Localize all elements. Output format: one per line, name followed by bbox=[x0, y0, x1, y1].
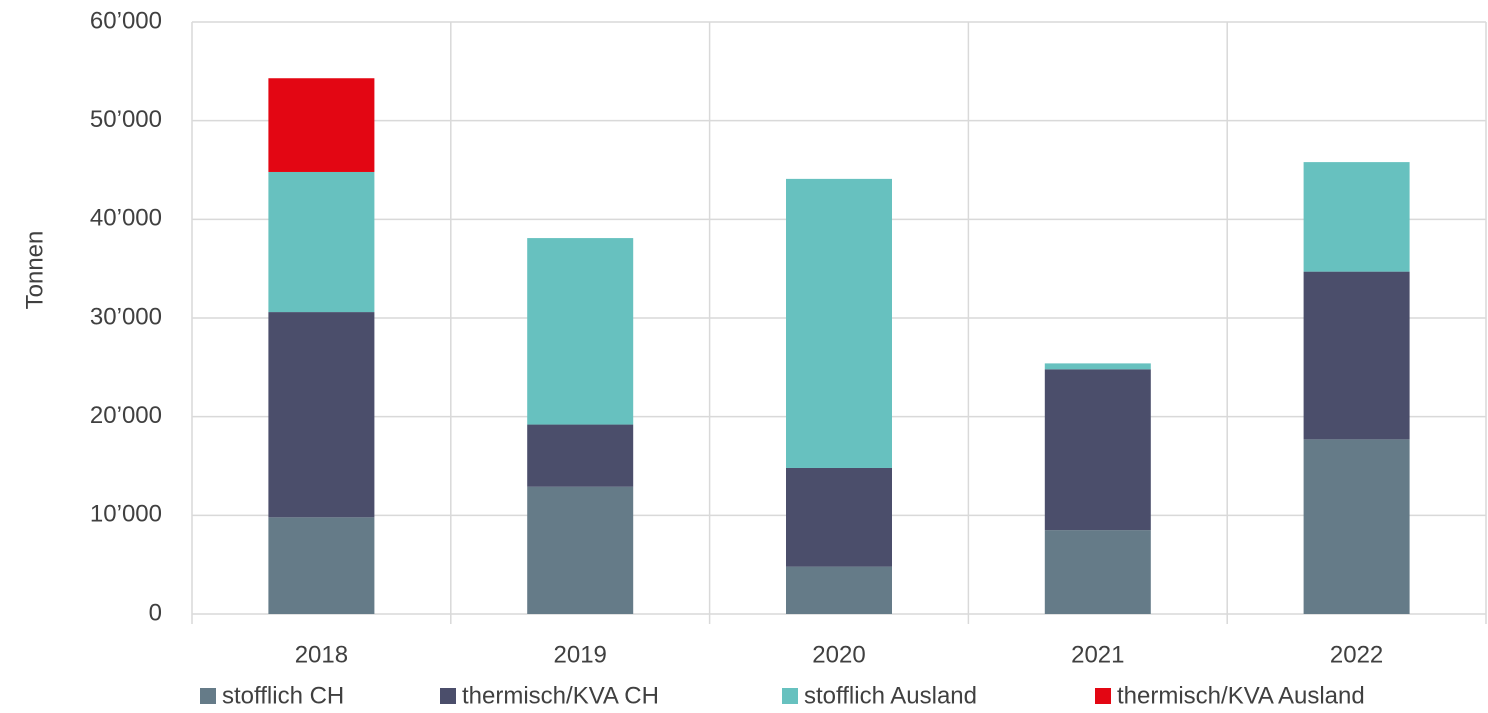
legend-swatch bbox=[440, 688, 456, 704]
bar-segment bbox=[527, 238, 634, 425]
bar-segment bbox=[268, 171, 375, 313]
x-tick-label: 2018 bbox=[295, 641, 348, 668]
y-tick-label: 30’000 bbox=[90, 303, 162, 330]
bar-segment bbox=[1303, 271, 1410, 440]
bar-segment bbox=[1044, 530, 1151, 614]
legend-label: stofflich Ausland bbox=[804, 682, 977, 709]
y-tick-label: 50’000 bbox=[90, 106, 162, 133]
legend-label: thermisch/KVA CH bbox=[462, 682, 659, 709]
legend-swatch bbox=[200, 688, 216, 704]
bar-segment bbox=[786, 566, 892, 614]
y-tick-label: 10’000 bbox=[90, 501, 162, 528]
y-tick-label: 0 bbox=[149, 599, 162, 626]
bar-segment bbox=[1044, 369, 1151, 531]
bar-segment bbox=[786, 178, 892, 468]
bar-segment bbox=[786, 467, 892, 567]
x-tick-label: 2022 bbox=[1330, 641, 1383, 668]
y-tick-label: 40’000 bbox=[90, 205, 162, 232]
bar-segment bbox=[527, 486, 634, 614]
bar-segment bbox=[1303, 439, 1410, 614]
bar-segment bbox=[1303, 162, 1410, 272]
bar-segment bbox=[268, 517, 375, 614]
bar-segment bbox=[527, 424, 634, 487]
bar-segment bbox=[1044, 363, 1151, 370]
x-tick-label: 2021 bbox=[1071, 641, 1124, 668]
legend-swatch bbox=[782, 688, 798, 704]
x-tick-label: 2019 bbox=[554, 641, 607, 668]
y-tick-label: 60’000 bbox=[90, 7, 162, 34]
y-axis-title: Tonnen bbox=[21, 231, 48, 310]
legend-label: thermisch/KVA Ausland bbox=[1117, 682, 1365, 709]
legend-swatch bbox=[1095, 688, 1111, 704]
legend-label: stofflich CH bbox=[222, 682, 344, 709]
x-tick-label: 2020 bbox=[812, 641, 865, 668]
y-tick-label: 20’000 bbox=[90, 402, 162, 429]
bar-segment bbox=[268, 78, 375, 172]
bar-segment bbox=[268, 312, 375, 518]
